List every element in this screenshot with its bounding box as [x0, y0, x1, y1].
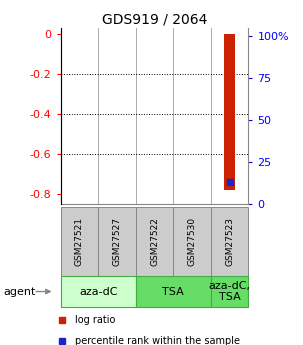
Text: TSA: TSA — [162, 287, 184, 296]
Text: aza-dC,
TSA: aza-dC, TSA — [209, 281, 251, 302]
Text: GSM27527: GSM27527 — [112, 217, 122, 266]
Text: log ratio: log ratio — [75, 315, 115, 325]
Bar — [61, 207, 98, 276]
Text: GSM27523: GSM27523 — [225, 217, 234, 266]
Text: GSM27522: GSM27522 — [150, 217, 159, 266]
Bar — [211, 207, 248, 276]
Text: GSM27530: GSM27530 — [188, 217, 197, 266]
Bar — [136, 276, 211, 307]
Bar — [136, 207, 173, 276]
Text: percentile rank within the sample: percentile rank within the sample — [75, 336, 240, 345]
Text: agent: agent — [3, 287, 35, 296]
Text: GSM27521: GSM27521 — [75, 217, 84, 266]
Bar — [98, 207, 136, 276]
Bar — [224, 33, 235, 189]
Bar — [173, 207, 211, 276]
Title: GDS919 / 2064: GDS919 / 2064 — [102, 12, 207, 27]
Text: aza-dC: aza-dC — [79, 287, 118, 296]
Bar — [61, 276, 136, 307]
Bar — [211, 276, 248, 307]
